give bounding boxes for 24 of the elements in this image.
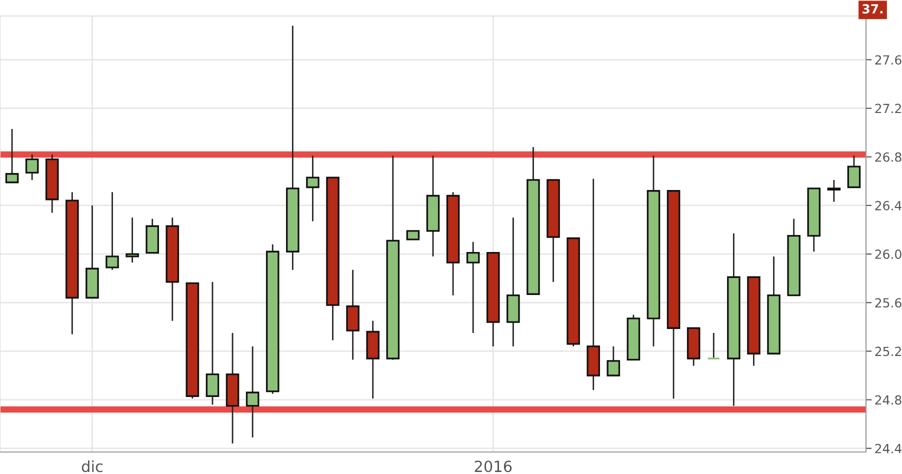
candlestick xyxy=(707,332,720,360)
y-tick-label: 24.4 xyxy=(875,444,902,454)
y-tick-label: 26.4 xyxy=(875,200,902,210)
y-tick-label: 26.0 xyxy=(875,250,902,259)
candlestick xyxy=(827,179,841,203)
y-tick-label: 25.2 xyxy=(875,346,901,356)
candlestick xyxy=(847,154,861,188)
text: 37. xyxy=(862,4,883,14)
y-tick-label: 24.8 xyxy=(875,395,902,405)
candlestick xyxy=(306,154,320,222)
candlestick xyxy=(606,346,620,376)
candlestick xyxy=(106,191,119,271)
y-tick-label: 26.8 xyxy=(875,152,902,162)
candlestick xyxy=(466,241,480,334)
y-tick-label: 27.2 xyxy=(875,104,901,114)
y-tick-label: 25.6 xyxy=(875,298,902,308)
candlestick xyxy=(25,154,39,181)
candlestick xyxy=(5,128,19,184)
y-tick-label: 27.6 xyxy=(875,55,902,65)
candlestick xyxy=(206,281,220,406)
x-tick-label: 2016 xyxy=(474,460,512,472)
candlestick xyxy=(246,346,260,438)
x-tick-label: dic xyxy=(82,460,102,472)
candlestick xyxy=(126,216,139,264)
